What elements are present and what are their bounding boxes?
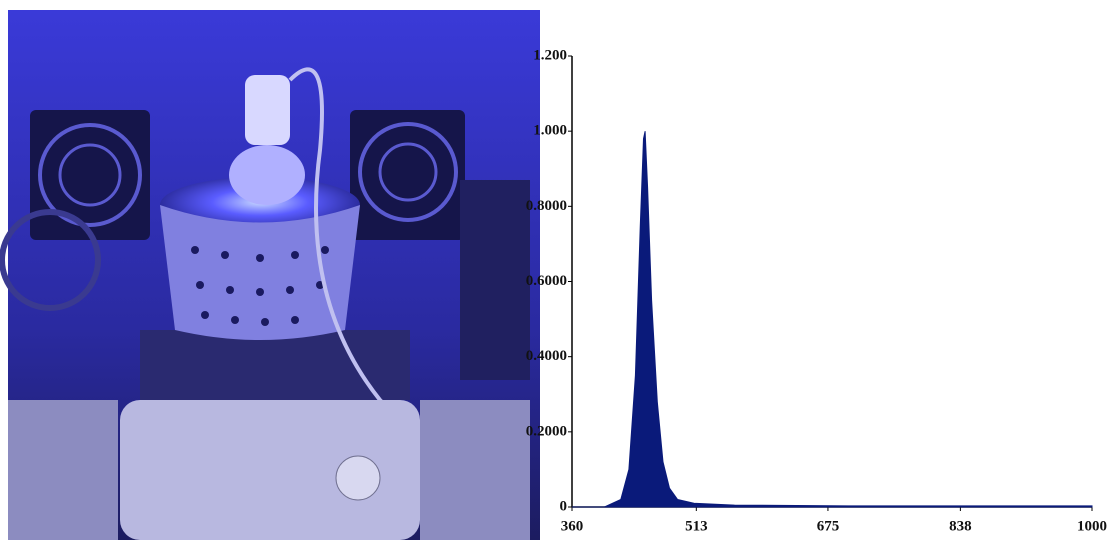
y-tick-label: 1.200 <box>533 47 567 63</box>
spectrum-area <box>572 131 1093 508</box>
photo <box>0 10 540 540</box>
x-tick-label: 838 <box>949 518 972 534</box>
y-tick-label: 1.000 <box>533 123 567 139</box>
y-tick-label: 0.8000 <box>526 198 567 214</box>
x-tick-label: 513 <box>685 518 708 534</box>
y-tick-label: 0.6000 <box>526 273 567 289</box>
x-tick-label: 675 <box>817 518 840 534</box>
spectrum-chart: 0 0.2000 0.4000 0.6000 0.8000 1.000 1.200 360 51… <box>526 47 1107 534</box>
y-tick-label: 0 <box>560 498 568 514</box>
x-tick-label: 1000 <box>1077 518 1107 534</box>
x-tick-label: 360 <box>561 518 584 534</box>
y-tick-label: 0.2000 <box>526 423 567 439</box>
y-tick-label: 0.4000 <box>526 348 567 364</box>
